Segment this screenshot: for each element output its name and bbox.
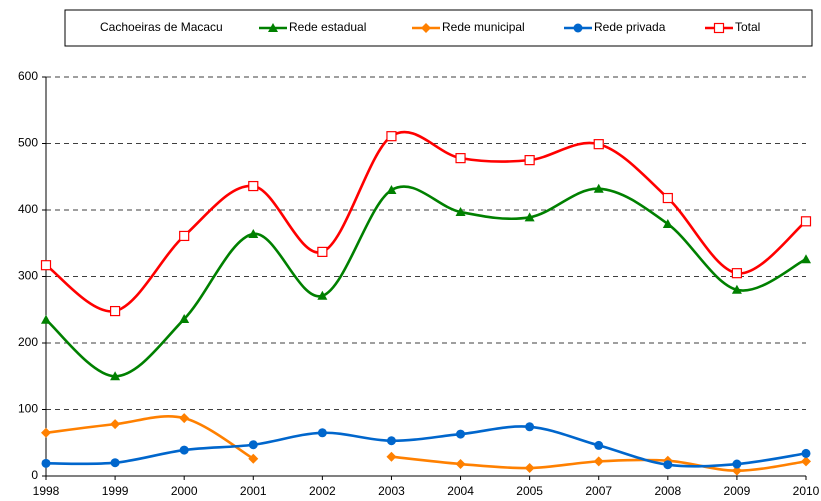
line [45, 425, 807, 468]
marker [455, 206, 466, 216]
marker [593, 183, 604, 193]
marker [110, 419, 121, 430]
series [41, 183, 811, 381]
series [40, 130, 812, 317]
marker [386, 131, 397, 142]
marker [594, 440, 604, 450]
y-tick-label: 200 [18, 335, 38, 349]
marker [248, 453, 259, 464]
marker [248, 180, 259, 192]
marker [593, 456, 604, 467]
marker [317, 428, 327, 438]
marker [179, 314, 190, 324]
x-tick-label: 2003 [378, 484, 405, 498]
x-tick-label: 2002 [309, 484, 336, 498]
marker [801, 254, 811, 264]
marker [662, 218, 673, 228]
y-tick-label: 400 [18, 202, 38, 216]
x-tick-label: 2004 [447, 484, 474, 498]
marker [317, 246, 328, 257]
legend-label: Rede privada [594, 20, 666, 34]
marker [41, 458, 51, 468]
marker [573, 23, 583, 33]
x-tick-label: 1998 [33, 484, 60, 498]
x-tick-label: 2008 [654, 484, 681, 498]
y-tick-label: 600 [18, 69, 38, 83]
marker [593, 139, 604, 150]
marker [179, 445, 189, 455]
legend-title: Cachoeiras de Macacu [100, 20, 223, 34]
legend-label: Rede estadual [289, 20, 366, 34]
line [45, 414, 254, 460]
marker [386, 185, 397, 195]
x-tick-label: 2010 [793, 484, 820, 498]
y-tick-label: 300 [18, 269, 38, 283]
y-tick-label: 500 [18, 136, 38, 150]
x-tick-label: 2000 [171, 484, 198, 498]
marker [248, 228, 259, 238]
marker [455, 459, 466, 470]
marker [663, 460, 673, 470]
marker [386, 436, 396, 446]
x-tick-label: 2001 [240, 484, 267, 498]
line [45, 185, 807, 378]
marker [713, 22, 725, 34]
marker [248, 440, 258, 450]
marker [524, 463, 535, 474]
marker [731, 268, 743, 279]
marker [179, 413, 190, 424]
marker [524, 212, 535, 222]
marker [800, 216, 812, 227]
marker [421, 23, 431, 33]
line [45, 130, 807, 313]
legend-label: Total [735, 20, 760, 34]
marker [731, 465, 742, 476]
marker [456, 429, 466, 439]
marker [268, 23, 278, 32]
x-tick-label: 1999 [102, 484, 129, 498]
marker [40, 260, 52, 271]
marker [731, 284, 742, 294]
marker [41, 427, 51, 438]
legend-label: Rede municipal [442, 20, 525, 34]
marker [525, 422, 535, 432]
marker [801, 456, 811, 467]
marker [732, 459, 742, 469]
marker [109, 305, 121, 317]
series [41, 422, 811, 470]
marker [524, 155, 535, 166]
marker [801, 448, 811, 458]
x-tick-label: 2005 [516, 484, 543, 498]
marker [455, 153, 466, 164]
marker [41, 314, 51, 324]
x-tick-label: 2007 [585, 484, 612, 498]
marker [386, 451, 397, 462]
marker [317, 290, 328, 300]
y-tick-label: 100 [18, 402, 38, 416]
y-tick-label: 0 [31, 468, 38, 482]
marker [179, 230, 190, 242]
marker [110, 458, 120, 468]
marker [110, 371, 121, 381]
x-tick-label: 2009 [724, 484, 751, 498]
marker [662, 192, 673, 204]
